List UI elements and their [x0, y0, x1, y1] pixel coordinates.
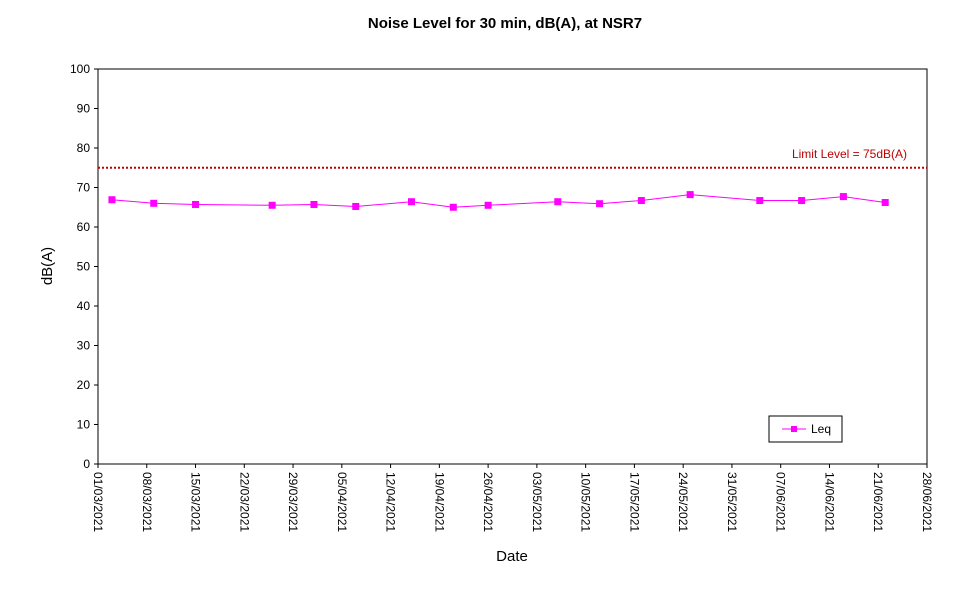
data-point-leq [798, 197, 806, 205]
x-tick-label: 12/04/2021 [384, 472, 398, 532]
data-point-leq [407, 198, 415, 206]
data-point-leq [554, 198, 562, 206]
data-point-leq [310, 200, 318, 208]
y-tick-label: 20 [77, 378, 91, 392]
y-tick-label: 30 [77, 339, 91, 353]
data-point-leq [881, 199, 889, 207]
legend-marker-leq [791, 426, 797, 432]
y-tick-label: 10 [77, 418, 91, 432]
y-tick-label: 90 [77, 102, 91, 116]
y-axis-title: dB(A) [39, 247, 56, 285]
data-point-leq [268, 201, 276, 209]
series-points-leq [108, 191, 889, 211]
y-tick-label: 0 [83, 457, 90, 471]
y-tick-label: 60 [77, 220, 91, 234]
x-axis-title: Date [496, 548, 528, 565]
limit-label: Limit Level = 75dB(A) [792, 147, 907, 161]
x-tick-label: 24/05/2021 [676, 472, 690, 532]
x-tick-label: 19/04/2021 [432, 472, 446, 532]
data-point-leq [192, 200, 200, 208]
x-tick-label: 29/03/2021 [286, 472, 300, 532]
data-point-leq [484, 201, 492, 209]
x-tick-label: 10/05/2021 [579, 472, 593, 532]
y-tick-label: 100 [70, 62, 90, 76]
x-axis: 01/03/2021 08/03/2021 15/03/2021 22/03/2021… [91, 464, 934, 532]
x-tick-label: 14/06/2021 [822, 472, 836, 532]
x-tick-label: 03/05/2021 [530, 472, 544, 532]
x-tick-label: 05/04/2021 [335, 472, 349, 532]
data-point-leq [449, 203, 457, 211]
x-tick-label: 21/06/2021 [871, 472, 885, 532]
plot-area [97, 68, 928, 465]
y-tick-label: 80 [77, 141, 91, 155]
legend: Leq [768, 415, 843, 443]
data-point-leq [108, 196, 116, 204]
x-tick-label: 28/06/2021 [920, 472, 934, 532]
y-tick-label: 70 [77, 181, 91, 195]
x-tick-label: 15/03/2021 [189, 472, 203, 532]
data-point-leq [756, 197, 764, 205]
data-point-leq [352, 202, 360, 210]
data-point-leq [839, 193, 847, 201]
x-tick-label: 22/03/2021 [237, 472, 251, 532]
y-axis: 0 10 20 30 40 50 60 70 80 90 100 [70, 62, 98, 471]
data-point-leq [686, 191, 694, 199]
y-tick-label: 40 [77, 299, 91, 313]
x-tick-label: 01/03/2021 [91, 472, 105, 532]
data-point-leq [596, 200, 604, 208]
data-point-leq [637, 197, 645, 205]
chart-title: Noise Level for 30 min, dB(A), at NSR7 [368, 15, 642, 32]
legend-label-leq: Leq [811, 422, 831, 436]
x-tick-label: 17/05/2021 [627, 472, 641, 532]
x-tick-label: 07/06/2021 [774, 472, 788, 532]
x-tick-label: 31/05/2021 [725, 472, 739, 532]
y-tick-label: 50 [77, 260, 91, 274]
x-tick-label: 26/04/2021 [481, 472, 495, 532]
data-point-leq [150, 199, 158, 207]
x-tick-label: 08/03/2021 [140, 472, 154, 532]
